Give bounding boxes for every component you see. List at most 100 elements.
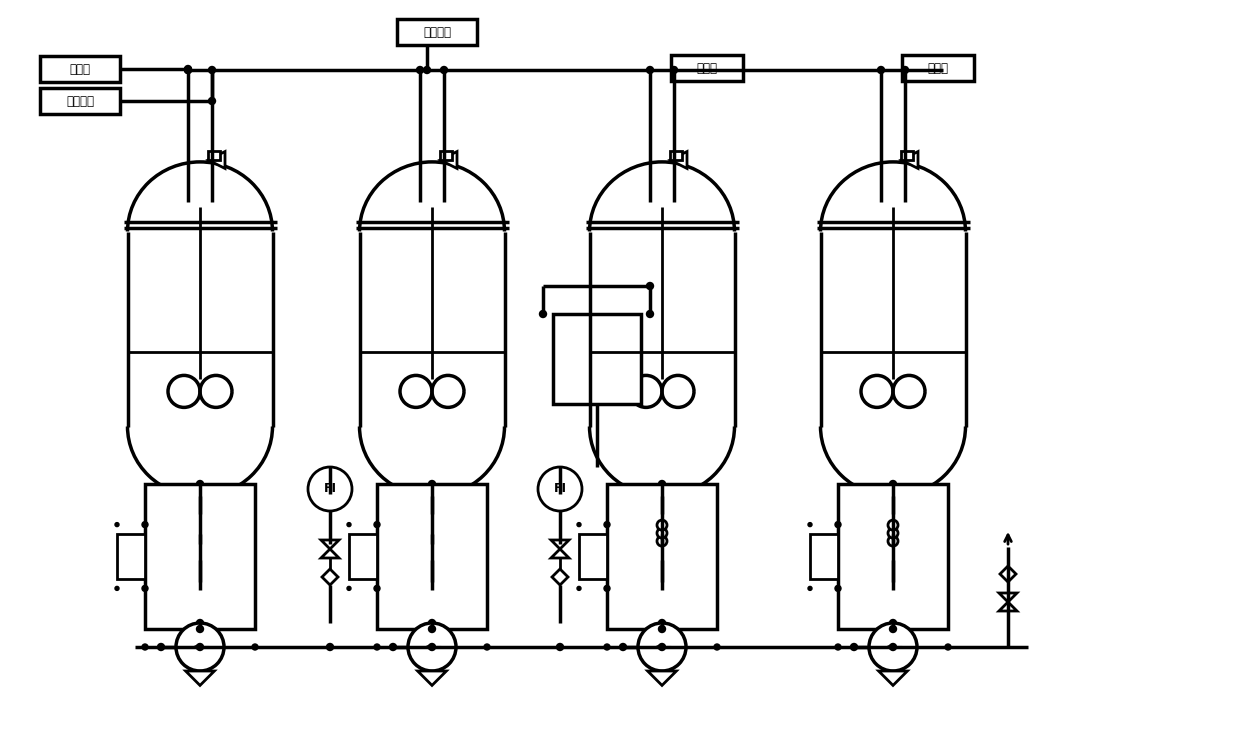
Bar (579, 534, 608, 579)
Circle shape (835, 644, 841, 650)
Polygon shape (647, 671, 676, 685)
Circle shape (429, 644, 435, 650)
Circle shape (657, 528, 667, 538)
Circle shape (347, 523, 351, 526)
Circle shape (888, 536, 898, 546)
Bar (608, 484, 717, 629)
Text: 氯氧化钙: 氯氧化钙 (66, 95, 94, 107)
Circle shape (658, 579, 666, 585)
Bar (208, 151, 219, 160)
Bar (671, 55, 743, 81)
Circle shape (646, 283, 653, 289)
Circle shape (196, 480, 203, 488)
Polygon shape (440, 152, 458, 168)
Circle shape (901, 66, 909, 74)
Bar (397, 19, 477, 45)
Circle shape (889, 480, 897, 488)
Circle shape (808, 523, 812, 526)
Circle shape (176, 623, 224, 671)
Circle shape (657, 536, 667, 546)
Text: FI: FI (324, 483, 336, 496)
Circle shape (196, 579, 203, 585)
Circle shape (429, 480, 435, 488)
Bar (377, 484, 487, 629)
Circle shape (115, 523, 119, 526)
Circle shape (901, 66, 909, 74)
Bar (40, 56, 120, 82)
Circle shape (326, 644, 334, 650)
Circle shape (374, 644, 379, 650)
Bar (838, 484, 949, 629)
Circle shape (888, 520, 898, 530)
Circle shape (851, 644, 858, 650)
Circle shape (671, 66, 677, 74)
Circle shape (143, 585, 148, 591)
Circle shape (889, 620, 897, 626)
Circle shape (888, 528, 898, 538)
Circle shape (196, 644, 203, 650)
Circle shape (604, 585, 610, 591)
Circle shape (408, 623, 456, 671)
Text: 重碳酸钙: 重碳酸钙 (423, 26, 451, 39)
Polygon shape (186, 671, 215, 685)
Circle shape (835, 585, 841, 591)
Circle shape (185, 66, 191, 72)
Circle shape (185, 66, 191, 74)
Bar (901, 151, 913, 160)
Circle shape (657, 520, 667, 530)
Circle shape (646, 311, 653, 318)
Circle shape (208, 98, 216, 104)
Polygon shape (670, 152, 687, 168)
Circle shape (557, 644, 563, 650)
Circle shape (604, 522, 610, 528)
Circle shape (658, 620, 666, 626)
Circle shape (889, 644, 897, 650)
Bar (670, 151, 682, 160)
Circle shape (374, 585, 379, 591)
Bar (553, 314, 641, 404)
Circle shape (945, 644, 951, 650)
Circle shape (429, 579, 435, 585)
Circle shape (658, 480, 666, 488)
Bar (901, 55, 973, 81)
Text: 采精母: 采精母 (928, 61, 949, 74)
Circle shape (252, 644, 258, 650)
Polygon shape (418, 671, 446, 685)
Circle shape (869, 623, 918, 671)
Polygon shape (208, 152, 224, 168)
Circle shape (429, 625, 435, 633)
Circle shape (389, 644, 397, 650)
Circle shape (658, 625, 666, 633)
Bar (117, 534, 145, 579)
Circle shape (429, 620, 435, 626)
Circle shape (143, 522, 148, 528)
Circle shape (539, 311, 547, 318)
Text: 一次水: 一次水 (69, 63, 91, 76)
Circle shape (185, 66, 191, 74)
Circle shape (808, 586, 812, 590)
Circle shape (714, 644, 720, 650)
Circle shape (878, 66, 884, 74)
Circle shape (424, 66, 430, 74)
Circle shape (671, 66, 677, 74)
Circle shape (374, 522, 379, 528)
Text: FI: FI (553, 483, 567, 496)
Text: 重镁水: 重镁水 (697, 61, 718, 74)
Bar (145, 484, 255, 629)
Circle shape (417, 66, 424, 74)
Polygon shape (879, 671, 908, 685)
Circle shape (577, 586, 582, 590)
Bar (810, 534, 838, 579)
Circle shape (646, 66, 653, 74)
Circle shape (196, 620, 203, 626)
Circle shape (440, 66, 448, 74)
Circle shape (577, 523, 582, 526)
Circle shape (115, 586, 119, 590)
Circle shape (196, 625, 203, 633)
Bar (348, 534, 377, 579)
Circle shape (208, 66, 216, 74)
Bar (440, 151, 451, 160)
Bar (40, 88, 120, 114)
Circle shape (889, 625, 897, 633)
Circle shape (620, 644, 626, 650)
